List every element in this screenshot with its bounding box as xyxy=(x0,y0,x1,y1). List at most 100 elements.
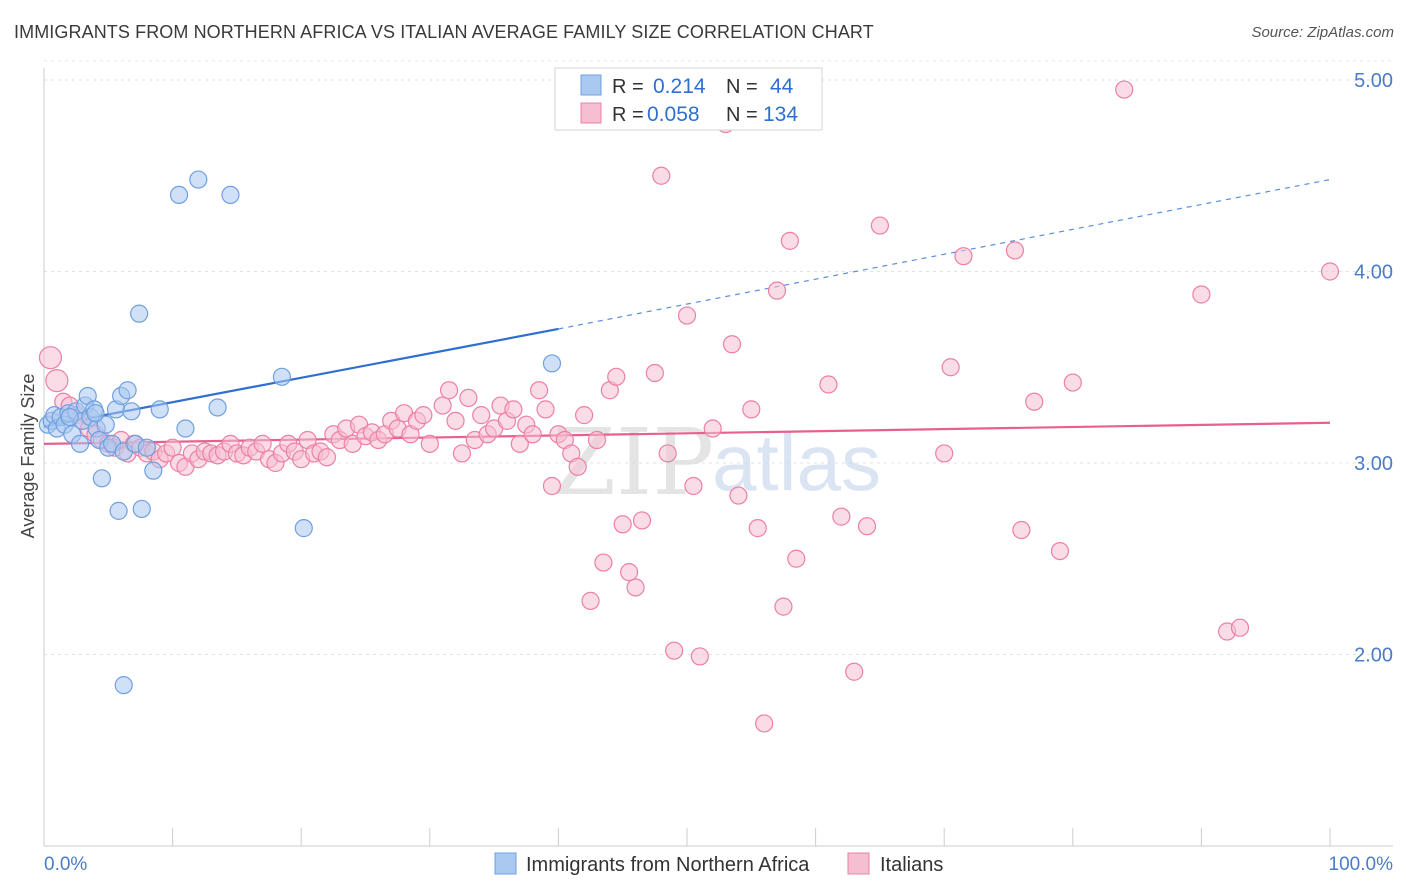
italians-point xyxy=(1063,373,1082,392)
italians-point xyxy=(1005,241,1025,260)
italians-point xyxy=(446,411,465,430)
italians-point xyxy=(652,166,671,185)
italians-point xyxy=(523,425,542,444)
italians-point xyxy=(594,553,613,572)
x-tick-label-max: 100.0% xyxy=(1329,854,1394,875)
legend-n-value-2: 134 xyxy=(763,103,798,126)
legend-r-label-1: R = xyxy=(612,76,644,98)
y-tick-label: 4.00 xyxy=(1354,262,1393,284)
series-legend: Immigrants from Northern Africa Italians xyxy=(494,852,943,876)
italians-point xyxy=(941,358,960,377)
italians-point xyxy=(677,306,697,325)
italians-point xyxy=(819,375,838,394)
italians-point xyxy=(632,511,652,530)
immigrants-point xyxy=(109,501,128,520)
legend-r-value-2: 0.058 xyxy=(647,103,700,126)
italians-point xyxy=(658,444,677,463)
italians-point xyxy=(414,406,433,425)
italians-point xyxy=(1115,80,1134,99)
italians-point xyxy=(439,381,459,400)
italians-point xyxy=(510,434,529,453)
legend-n-value-1: 44 xyxy=(770,75,794,98)
italians-point xyxy=(935,444,954,463)
italians-point xyxy=(954,247,973,266)
italians-point xyxy=(613,515,632,534)
immigrants-point xyxy=(130,304,149,323)
x-tick-label-min: 0.0% xyxy=(44,854,87,875)
data-points xyxy=(38,80,1340,733)
italians-point xyxy=(703,419,722,438)
italians-point xyxy=(787,549,806,568)
italians-point xyxy=(587,430,607,450)
italians-point xyxy=(568,457,587,476)
italians-point xyxy=(530,381,549,400)
italians-point xyxy=(459,388,478,407)
italians-point xyxy=(774,597,793,616)
immigrants-point xyxy=(208,398,227,417)
chart-title: IMMIGRANTS FROM NORTHERN AFRICA VS ITALI… xyxy=(14,22,874,42)
immigrants-point xyxy=(176,419,195,438)
italians-point xyxy=(1320,262,1340,281)
legend-bottom-label-2: Italians xyxy=(880,854,943,876)
italians-point xyxy=(433,396,452,415)
immigrants-point xyxy=(114,676,133,695)
italians-point xyxy=(420,434,439,453)
legend-n-label-1: N = xyxy=(726,76,758,98)
italians-point xyxy=(626,578,645,597)
legend-bottom-swatch-blue xyxy=(494,852,517,875)
immigrants-point xyxy=(542,354,562,373)
italians-point xyxy=(504,400,523,419)
legend-swatch-pink xyxy=(580,102,602,124)
italians-point xyxy=(536,400,555,419)
italians-point xyxy=(870,216,890,235)
legend-bottom-swatch-pink xyxy=(847,852,870,875)
italians-point xyxy=(1192,285,1211,304)
italians-point xyxy=(1050,541,1070,561)
axes xyxy=(43,68,1393,847)
legend-swatch-blue xyxy=(580,74,602,96)
legend-r-value-1: 0.214 xyxy=(653,75,706,98)
italians-point xyxy=(607,367,626,386)
italians-point xyxy=(845,662,864,681)
immigrants-point xyxy=(118,381,137,400)
italians-point xyxy=(472,406,491,425)
italians-point xyxy=(684,476,703,496)
italians-point xyxy=(832,507,851,526)
italians-point xyxy=(581,591,600,610)
italians-point xyxy=(755,714,774,733)
grid-lines xyxy=(44,60,1393,655)
italians-point xyxy=(665,641,684,660)
immigrants-point xyxy=(96,415,115,434)
italians-point xyxy=(1230,618,1250,637)
immigrants-point xyxy=(169,185,189,204)
correlation-legend: R = 0.214 N = 44 R = 0.058 N = 134 xyxy=(554,67,823,131)
immigrants-point xyxy=(221,185,240,204)
source-label: Source: ZipAtlas.com xyxy=(1251,24,1394,41)
italians-point xyxy=(645,363,664,383)
italians-point xyxy=(690,647,709,666)
italians-point xyxy=(742,400,761,419)
italians-point xyxy=(45,369,69,393)
legend-r-label-2: R = xyxy=(612,104,644,126)
italians-point xyxy=(542,476,562,496)
italians-point xyxy=(575,406,594,425)
italians-point xyxy=(1025,392,1044,411)
italians-point xyxy=(748,519,767,538)
italians-point xyxy=(767,281,787,300)
immigrants-point xyxy=(60,407,79,427)
italians-point xyxy=(163,438,182,457)
italians-point xyxy=(253,434,272,453)
italians-point xyxy=(729,486,748,505)
immigrants-point xyxy=(86,404,105,423)
immigrants-point xyxy=(150,400,169,419)
italians-point xyxy=(452,444,472,463)
immigrants-point xyxy=(132,499,151,519)
italians-point xyxy=(38,346,63,370)
immigrants-point xyxy=(122,402,141,421)
immigrants-point xyxy=(137,438,156,457)
y-axis-label: Average Family Size xyxy=(18,374,38,539)
y-tick-label: 5.00 xyxy=(1354,70,1393,92)
italians-point xyxy=(780,231,799,250)
immigrants-point xyxy=(92,469,111,488)
